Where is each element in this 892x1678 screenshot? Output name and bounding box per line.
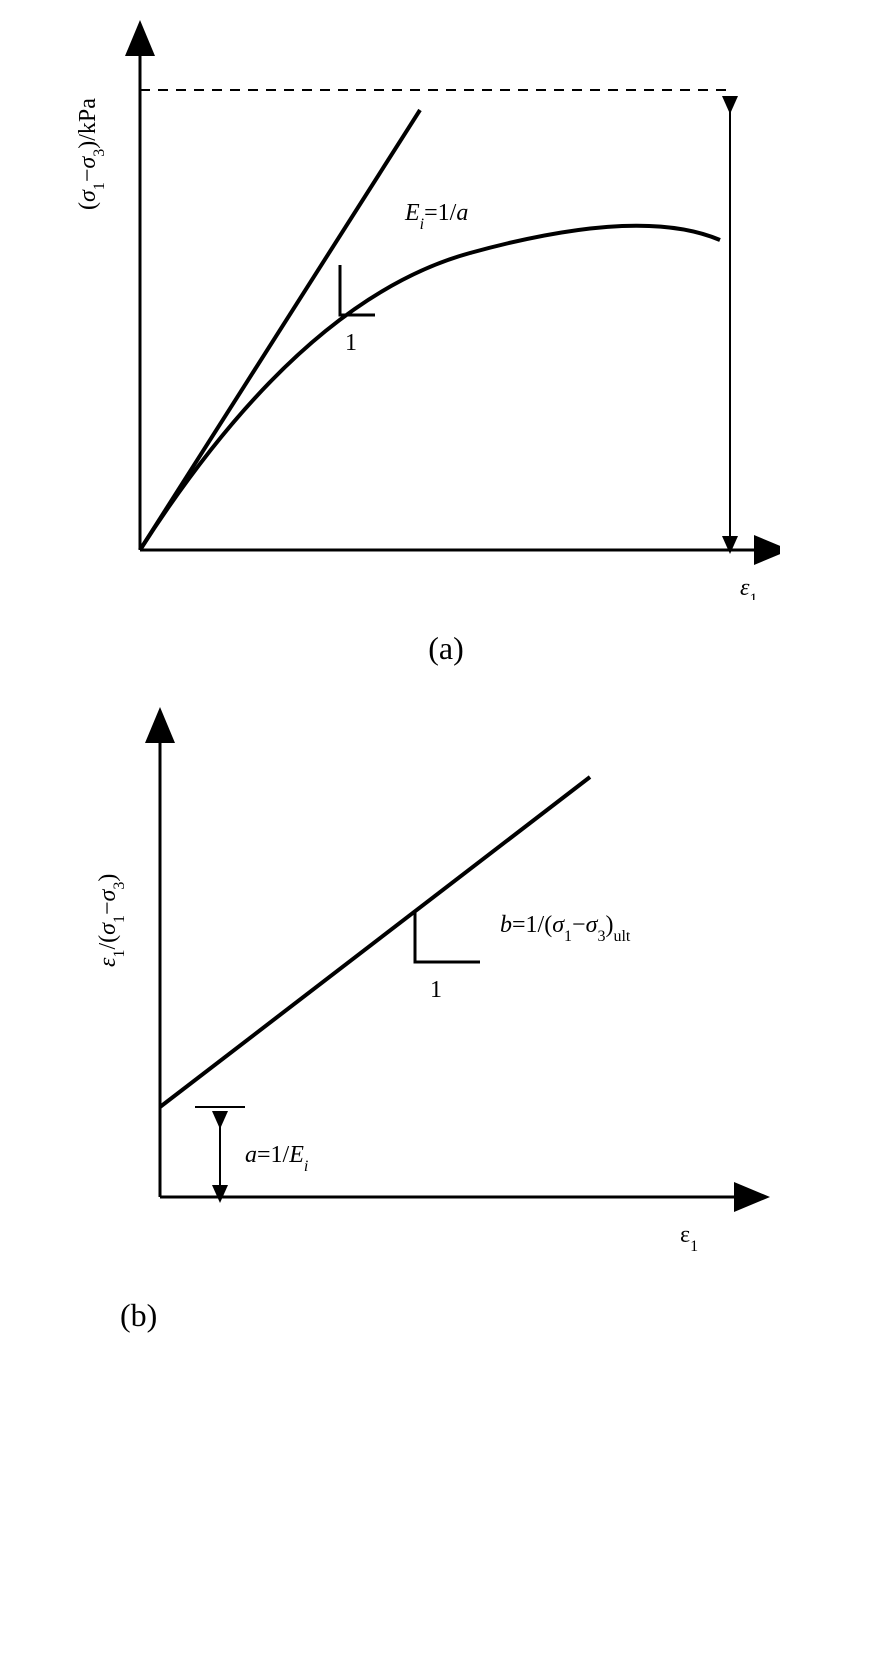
slope-run-label: 1	[345, 330, 357, 356]
figure-b-svg: ε1/(σ1−σ3) ε1 b=1/(σ1−σ3)ult 1 a=1/Ei	[20, 707, 780, 1267]
intercept-label: a=1/Ei	[245, 1142, 308, 1175]
x-axis-label: ε1	[680, 1222, 698, 1255]
slope-label: Ei=1/a	[404, 200, 468, 233]
tangent-line	[140, 110, 420, 550]
slope-run-label: 1	[430, 977, 442, 1003]
y-axis-label: (σ1−σ3)/kPa	[75, 98, 108, 210]
slope-triangle	[415, 912, 480, 962]
figure-b-caption: (b)	[20, 1297, 872, 1334]
figure-a-caption: (a)	[20, 630, 872, 667]
slope-label: b=1/(σ1−σ3)ult	[500, 912, 631, 945]
x-axis-label: ε1	[740, 575, 757, 600]
stress-strain-curve	[140, 226, 720, 550]
linear-line	[160, 777, 590, 1107]
figure-a-svg: (σ1−σ3)/kPa ε1 Ei=1/a 1	[20, 20, 780, 600]
figure-container: (σ1−σ3)/kPa ε1 Ei=1/a 1 (a)	[20, 20, 872, 1334]
y-axis-label: ε1/(σ1−σ3)	[95, 874, 128, 967]
